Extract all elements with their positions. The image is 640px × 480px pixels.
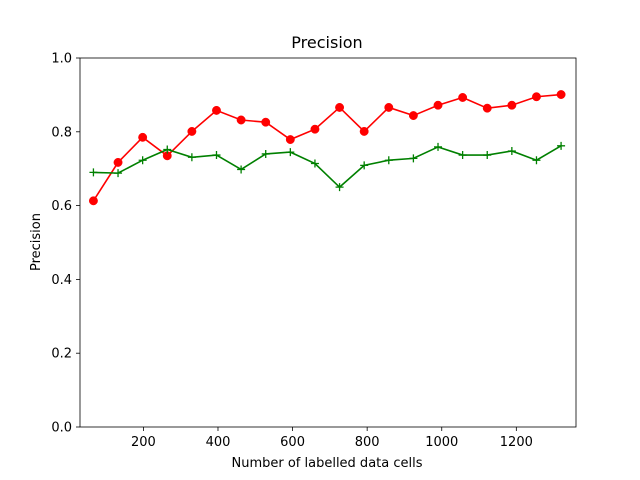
series-1-line: [92, 93, 562, 202]
series-1-point: [335, 102, 345, 112]
y-tick-label: 0.8: [51, 125, 72, 140]
series-2-point: [138, 156, 147, 165]
series-2-point: [483, 151, 492, 160]
series-1-point: [88, 196, 98, 206]
x-tick-label: 200: [131, 435, 156, 450]
series-1-point: [138, 132, 148, 142]
series-2-point: [212, 151, 221, 160]
series-1-point: [384, 102, 394, 112]
series-1-point: [532, 92, 541, 102]
series-2-point: [384, 156, 393, 165]
series-1-point: [212, 105, 221, 115]
series-1-point: [433, 100, 443, 110]
series-1-point: [285, 135, 295, 144]
series-2-point: [532, 156, 541, 165]
x-tick-label: 800: [355, 435, 380, 450]
series-2-point: [114, 169, 123, 178]
series-2-point: [557, 141, 566, 150]
series-1-point: [236, 115, 246, 125]
y-axis-label: Precision: [29, 213, 44, 271]
series-2-point: [458, 151, 467, 160]
series-2-point: [507, 146, 516, 155]
x-tick-label: 1200: [500, 435, 533, 450]
series-2-point: [434, 142, 443, 151]
plot-frame: [79, 57, 577, 428]
series-1-point: [261, 117, 271, 127]
series-2-point: [187, 153, 196, 162]
x-tick-label: 600: [280, 435, 305, 450]
series-1-point: [482, 103, 492, 113]
y-tick-label: 0.0: [51, 421, 72, 436]
plot-area: 200 400 600 800 1000 1200 0.0 0.2 0.4 0.6 0.8 1.0: [51, 52, 577, 450]
series-2-point: [261, 149, 270, 158]
y-tick-label: 0.6: [51, 199, 72, 214]
series-1-point: [310, 124, 320, 134]
series-2-point: [286, 148, 295, 157]
series-1-point: [507, 100, 517, 110]
series-2-point: [237, 165, 246, 174]
series-1-point: [359, 126, 369, 136]
series-1-point: [458, 93, 468, 102]
series-2-point: [89, 168, 98, 177]
x-tick-label: 1000: [425, 435, 458, 450]
series-1-point: [408, 111, 418, 121]
chart-title: Precision: [291, 33, 362, 52]
series-1-point: [556, 90, 566, 99]
series-2-point: [409, 154, 418, 163]
x-axis-label: Number of labelled data cells: [231, 456, 422, 471]
series-1-point: [113, 157, 123, 167]
y-tick-label: 0.4: [51, 273, 72, 288]
x-tick-label: 400: [206, 435, 231, 450]
series-1-point: [187, 126, 197, 136]
series-2-point: [335, 183, 344, 192]
y-tick-label: 0.2: [51, 347, 72, 362]
series-2-point: [360, 161, 369, 170]
series-2-line: [93, 145, 562, 189]
y-tick-label: 1.0: [51, 52, 72, 67]
series-2-point: [310, 159, 319, 168]
series-2-point: [163, 145, 172, 154]
